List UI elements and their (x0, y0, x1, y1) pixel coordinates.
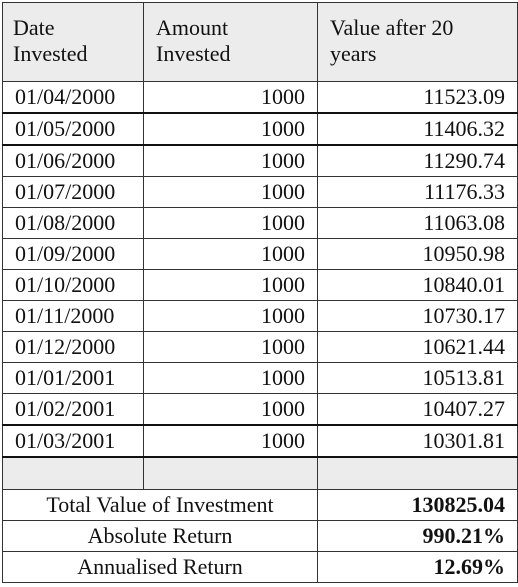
amount-cell: 1000 (143, 300, 318, 332)
date-cell: 01/11/2000 (2, 300, 144, 332)
amount-cell: 1000 (143, 112, 318, 146)
table-row: 01/04/2000 1000 11523.09 (2, 81, 518, 114)
table-row: 01/08/2000 1000 11063.08 (2, 207, 518, 239)
date-cell: 01/06/2000 (2, 144, 144, 177)
summary-value: 130825.04 (317, 489, 518, 521)
date-cell: 01/01/2001 (2, 362, 144, 394)
date-cell: 01/03/2001 (2, 424, 144, 458)
amount-cell: 1000 (143, 362, 318, 394)
table-row: 01/12/2000 1000 10621.44 (2, 331, 518, 363)
amount-cell: 1000 (143, 144, 318, 177)
amount-cell: 1000 (143, 81, 318, 114)
value-cell: 11063.08 (317, 207, 518, 239)
blank-cell (2, 456, 144, 490)
date-cell: 01/07/2000 (2, 176, 144, 208)
value-cell: 11406.32 (317, 112, 518, 146)
value-cell: 10621.44 (317, 331, 518, 363)
summary-row-annualised-return: Annualised Return 12.69% (2, 551, 518, 583)
table-row: 01/11/2000 1000 10730.17 (2, 300, 518, 332)
date-cell: 01/04/2000 (2, 81, 144, 114)
date-cell: 01/09/2000 (2, 238, 144, 270)
date-cell: 01/10/2000 (2, 269, 144, 301)
table-row: 01/09/2000 1000 10950.98 (2, 238, 518, 270)
value-cell: 10840.01 (317, 269, 518, 301)
table-row: 01/06/2000 1000 11290.74 (2, 144, 518, 177)
amount-cell: 1000 (143, 393, 318, 426)
amount-cell: 1000 (143, 331, 318, 363)
summary-row-total-value: Total Value of Investment 130825.04 (2, 489, 518, 521)
summary-label: Annualised Return (2, 551, 318, 583)
table-row: 01/10/2000 1000 10840.01 (2, 269, 518, 301)
blank-cell (143, 456, 318, 490)
date-cell: 01/02/2001 (2, 393, 144, 426)
blank-cell (317, 456, 518, 490)
blank-spacer-row (2, 456, 518, 490)
value-cell: 11290.74 (317, 144, 518, 177)
value-cell: 10513.81 (317, 362, 518, 394)
table-row: 01/03/2001 1000 10301.81 (2, 424, 518, 458)
amount-cell: 1000 (143, 424, 318, 458)
date-cell: 01/05/2000 (2, 112, 144, 146)
amount-cell: 1000 (143, 207, 318, 239)
amount-cell: 1000 (143, 176, 318, 208)
value-cell: 10301.81 (317, 424, 518, 458)
summary-value: 12.69% (317, 551, 518, 583)
date-cell: 01/08/2000 (2, 207, 144, 239)
value-cell: 11523.09 (317, 81, 518, 114)
summary-label: Total Value of Investment (2, 489, 318, 521)
amount-cell: 1000 (143, 238, 318, 270)
summary-row-absolute-return: Absolute Return 990.21% (2, 520, 518, 552)
summary-label: Absolute Return (2, 520, 318, 552)
value-cell: 10730.17 (317, 300, 518, 332)
value-cell: 10950.98 (317, 238, 518, 270)
summary-value: 990.21% (317, 520, 518, 552)
header-value-after-20-years: Value after 20 years (317, 2, 518, 82)
amount-cell: 1000 (143, 269, 318, 301)
header-amount-invested: Amount Invested (143, 2, 318, 82)
table-row: 01/05/2000 1000 11406.32 (2, 112, 518, 146)
value-cell: 11176.33 (317, 176, 518, 208)
value-cell: 10407.27 (317, 393, 518, 426)
table-row: 01/01/2001 1000 10513.81 (2, 362, 518, 394)
table-row: 01/02/2001 1000 10407.27 (2, 393, 518, 426)
header-date-invested: Date Invested (2, 2, 144, 82)
table-row: 01/07/2000 1000 11176.33 (2, 176, 518, 208)
table-header-row: Date Invested Amount Invested Value afte… (2, 2, 518, 82)
date-cell: 01/12/2000 (2, 331, 144, 363)
